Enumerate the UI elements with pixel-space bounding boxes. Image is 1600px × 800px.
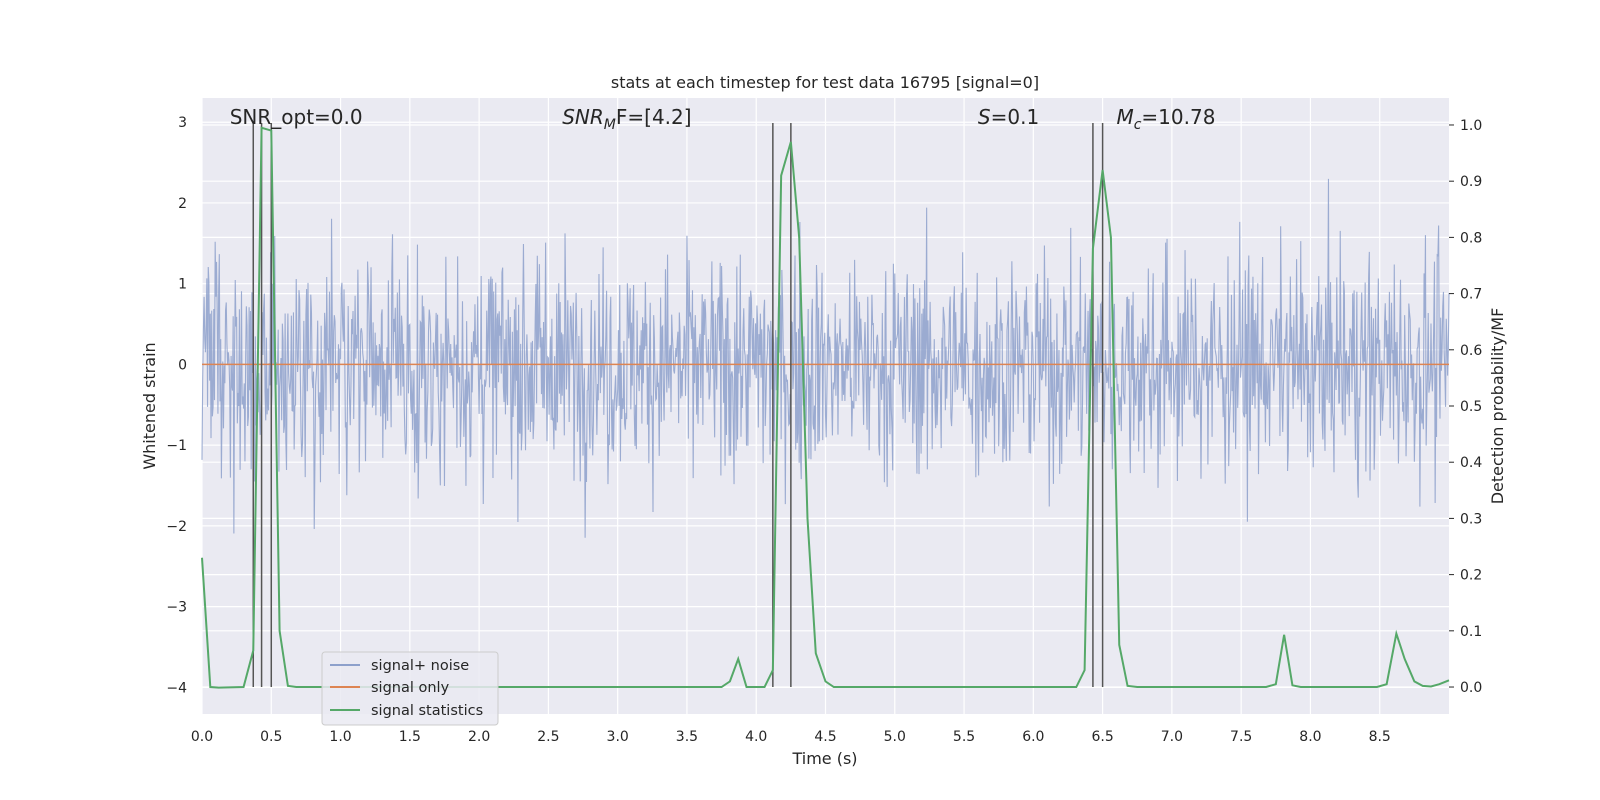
series-signal-noise <box>201 178 1450 538</box>
x-tick-label: 1.0 <box>329 729 351 745</box>
x-tick-label: 6.0 <box>1022 729 1044 745</box>
x-tick-label: 8.5 <box>1369 729 1391 745</box>
x-tick-label: 3.0 <box>607 729 629 745</box>
y-left-tick-label: 1 <box>178 277 187 293</box>
y-left-axis-label: Whitened strain <box>140 342 159 469</box>
y-left-tick-label: 2 <box>178 196 187 212</box>
y-right-tick-label: 0.8 <box>1460 230 1482 246</box>
legend-box <box>321 651 499 726</box>
x-tick-label: 4.5 <box>814 729 836 745</box>
annotation-2: S=0.1 <box>978 105 1039 129</box>
x-tick-label: 7.5 <box>1230 729 1252 745</box>
x-tick-label: 7.0 <box>1161 729 1183 745</box>
y-left-tick-label: 3 <box>178 115 187 131</box>
y-right-tick-label: 0.1 <box>1460 624 1482 640</box>
x-axis-label: Time (s) <box>791 749 857 768</box>
x-tick-label: 0.0 <box>191 729 213 745</box>
y-right-tick-label: 0.5 <box>1460 399 1482 415</box>
x-tick-label: 2.5 <box>537 729 559 745</box>
chart-title: stats at each timestep for test data 167… <box>611 73 1039 92</box>
x-tick-label: 2.0 <box>468 729 490 745</box>
y-right-tick-label: 0.4 <box>1460 455 1482 471</box>
noise-layer <box>201 178 1450 538</box>
series-signal-statistics <box>201 126 1450 689</box>
y-left-tick-label: −3 <box>166 600 187 616</box>
x-tick-label: 3.5 <box>676 729 698 745</box>
y-right-tick-label: 0.7 <box>1460 287 1482 303</box>
y-right-tick-label: 0.6 <box>1460 343 1482 359</box>
y-right-axis-label: Detection probability/MF <box>1488 308 1507 505</box>
x-tick-label: 5.5 <box>953 729 975 745</box>
x-tick-label: 1.5 <box>399 729 421 745</box>
x-tick-label: 5.0 <box>884 729 906 745</box>
legend-label-signal-noise: signal+ noise <box>371 658 469 674</box>
legend: signal+ noise signal only signal statist… <box>321 651 499 726</box>
x-tick-label: 4.0 <box>745 729 767 745</box>
x-ticks: 0.0 0.5 1.0 1.5 2.0 2.5 3.0 3.5 4.0 4.5 5.0 5.5 6.0 6… <box>191 729 1391 745</box>
y-left-tick-label: 0 <box>178 357 187 373</box>
y-right-ticks: 1.0 0.9 0.8 0.7 0.6 0.5 0.4 0.3 0.2 0.1 0.0 <box>1449 118 1482 696</box>
x-tick-label: 8.0 <box>1299 729 1321 745</box>
annotation-0: SNR_opt=0.0 <box>230 105 363 129</box>
y-left-ticks: 3 2 1 0 −1 −2 −3 −4 <box>166 115 187 696</box>
y-right-tick-label: 0.2 <box>1460 568 1482 584</box>
annotation-1: SNRMF=[4.2] <box>562 105 691 133</box>
x-tick-label: 0.5 <box>260 729 282 745</box>
annotation-3: Mc=10.78 <box>1116 105 1215 133</box>
vlines-layer <box>252 122 1104 688</box>
annotations: SNR_opt=0.0 SNRMF=[4.2] S=0.1 Mc=10.78 <box>230 105 1216 133</box>
y-right-tick-label: 0.0 <box>1460 680 1482 696</box>
stats-layer <box>201 126 1450 689</box>
y-left-tick-label: −2 <box>166 519 187 535</box>
x-tick-label: 6.5 <box>1091 729 1113 745</box>
y-right-tick-label: 0.3 <box>1460 511 1482 527</box>
y-left-tick-label: −4 <box>166 680 187 696</box>
y-right-tick-label: 1.0 <box>1460 118 1482 134</box>
y-right-tick-label: 0.9 <box>1460 174 1482 190</box>
legend-label-signal-statistics: signal statistics <box>371 703 483 719</box>
legend-label-signal-only: signal only <box>371 680 450 696</box>
y-left-tick-label: −1 <box>166 438 187 454</box>
